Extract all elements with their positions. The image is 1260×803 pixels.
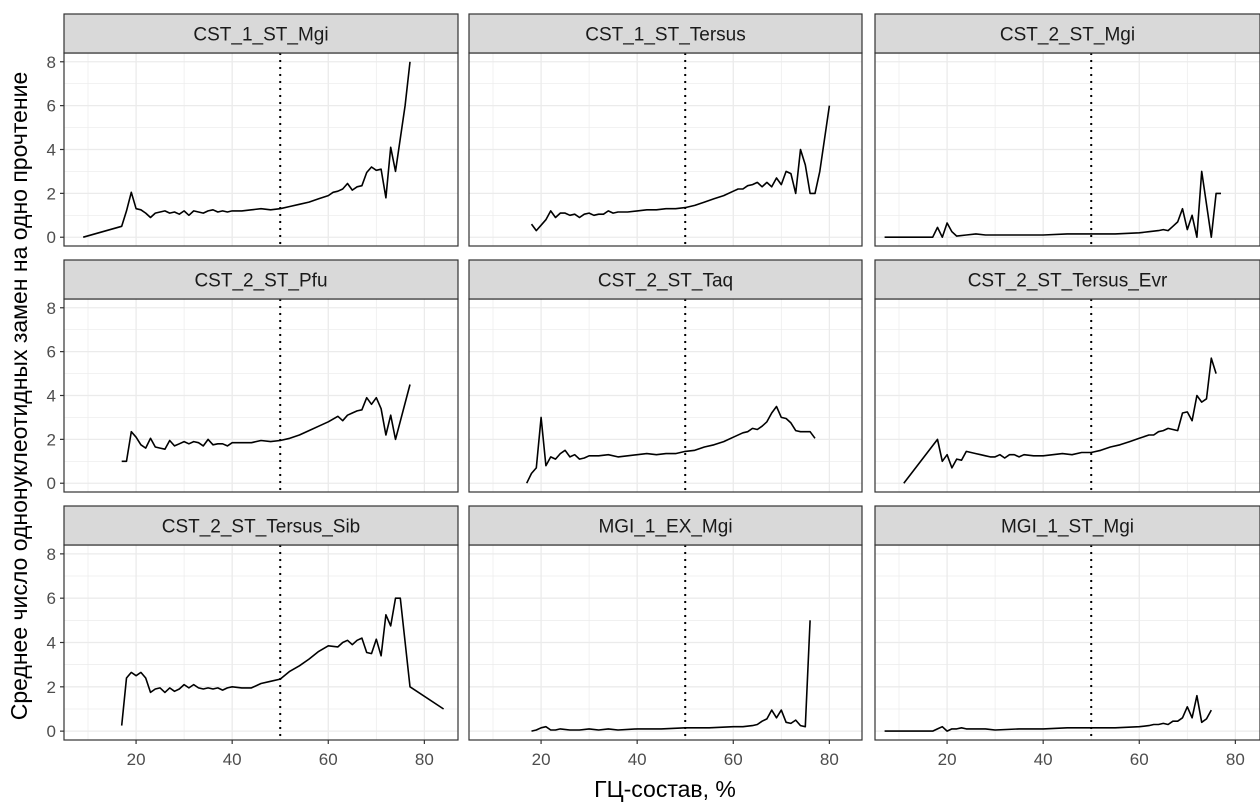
facet-strip-label: MGI_1_EX_Mgi — [598, 517, 732, 538]
facet-panel: CST_1_ST_Mgi 0 2 4 6 8 — [47, 13, 459, 247]
facet-panel: CST_2_ST_Pfu 0 2 4 6 8 — [47, 259, 459, 493]
y-tick-label: 8 — [47, 299, 56, 318]
y-axis-title: Среднее число однонуклеотидных замен на … — [6, 72, 32, 721]
facet-strip — [63, 13, 459, 54]
y-tick-label: 2 — [47, 678, 56, 697]
facet-strip-label: CST_1_ST_Mgi — [193, 25, 328, 46]
y-tick-label: 4 — [47, 634, 56, 653]
x-tick-label: 60 — [319, 750, 338, 769]
series-line — [884, 170, 1221, 238]
y-tick-label: 2 — [47, 184, 56, 203]
facet-strip — [874, 259, 1260, 300]
facet-strip — [468, 259, 863, 300]
facet-strip-label: CST_2_ST_Taq — [598, 271, 733, 292]
facet-strip — [468, 13, 863, 54]
gridlines — [64, 53, 458, 246]
x-tick-label: 80 — [1226, 750, 1245, 769]
x-tick-label: 20 — [938, 750, 957, 769]
facet-panel: CST_2_ST_Mgi — [874, 13, 1260, 247]
gridlines — [64, 545, 458, 740]
facet-panel: CST_2_ST_Tersus_Evr — [874, 259, 1260, 493]
facet-strip — [874, 13, 1260, 54]
y-tick-label: 8 — [47, 53, 56, 72]
facet-strip-label: CST_2_ST_Mgi — [1000, 25, 1135, 46]
x-tick-label: 20 — [532, 750, 551, 769]
x-tick-label: 80 — [415, 750, 434, 769]
y-tick-label: 4 — [47, 387, 56, 406]
y-tick-label: 4 — [47, 141, 56, 160]
gridlines — [469, 299, 862, 492]
x-tick-label: 40 — [628, 750, 647, 769]
y-tick-label: 2 — [47, 430, 56, 449]
series-line — [525, 405, 816, 484]
series-line — [903, 357, 1217, 484]
facet-strip-label: CST_2_ST_Tersus_Evr — [968, 271, 1168, 292]
facet-strip — [63, 259, 459, 300]
series-line — [82, 61, 411, 238]
y-tick-label: 6 — [47, 97, 56, 116]
series-line — [120, 597, 445, 726]
gridlines — [64, 299, 458, 492]
gridlines — [469, 545, 862, 740]
facet-strip-label: CST_1_ST_Tersus — [585, 25, 746, 46]
series-line — [884, 694, 1213, 732]
y-tick-label: 0 — [47, 474, 56, 493]
gridlines — [875, 545, 1260, 740]
series-line — [531, 620, 811, 732]
x-tick-label: 80 — [820, 750, 839, 769]
gridlines — [875, 53, 1260, 246]
facet-panel: MGI_1_EX_Mgi 20 40 60 80 — [468, 505, 863, 769]
x-tick-label: 60 — [1130, 750, 1149, 769]
y-tick-label: 0 — [47, 722, 56, 741]
facet-panel: CST_1_ST_Tersus — [468, 13, 863, 247]
facet-strip-label: CST_2_ST_Pfu — [194, 271, 327, 292]
facet-strip-label: CST_2_ST_Tersus_Sib — [162, 517, 361, 538]
gridlines — [875, 299, 1260, 492]
facet-strip — [63, 505, 459, 546]
facet-panel: MGI_1_ST_Mgi 20 40 60 80 — [874, 505, 1260, 769]
x-axis-title: ГЦ-состав, % — [594, 776, 736, 802]
gridlines — [469, 53, 862, 246]
y-tick-label: 0 — [47, 228, 56, 247]
y-tick-label: 6 — [47, 589, 56, 608]
facet-panel: CST_2_ST_Tersus_Sib 0 2 4 6 8 20 40 60 80 — [47, 505, 459, 769]
x-tick-label: 20 — [127, 750, 146, 769]
facet-strip-label: MGI_1_ST_Mgi — [1001, 517, 1134, 538]
y-tick-label: 6 — [47, 343, 56, 362]
x-tick-label: 60 — [724, 750, 743, 769]
series-line — [530, 105, 831, 232]
facet-strip — [874, 505, 1260, 546]
series-line — [121, 384, 411, 463]
x-tick-label: 40 — [1034, 750, 1053, 769]
facet-panel: CST_2_ST_Taq — [468, 259, 863, 493]
y-tick-label: 8 — [47, 545, 56, 564]
facet-strip — [468, 505, 863, 546]
facet-panels: CST_1_ST_Mgi 0 2 4 6 8 CST_1_ST_Tersus CST_2_ST… — [47, 13, 1260, 769]
x-tick-label: 40 — [223, 750, 242, 769]
